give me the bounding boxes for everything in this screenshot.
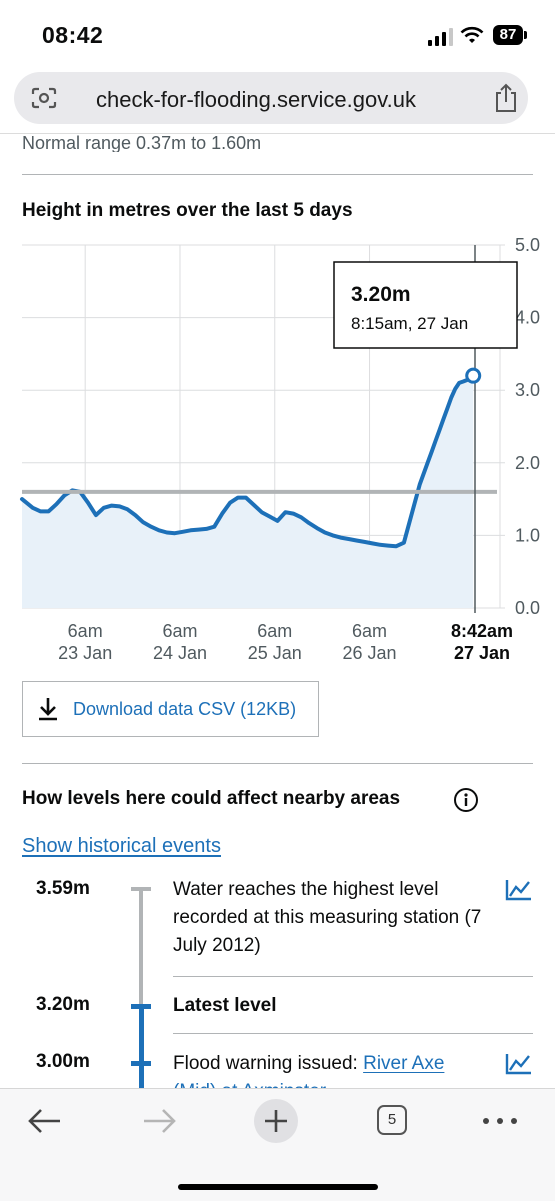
- toolbar-divider: [0, 133, 555, 134]
- address-bar[interactable]: [14, 72, 528, 124]
- y-tick-label: 1.0: [515, 525, 540, 545]
- share-icon[interactable]: [492, 82, 520, 114]
- timeline-marker: [131, 1004, 151, 1009]
- level-value: 3.20m: [36, 994, 90, 1015]
- x-tick-label: 24 Jan: [153, 643, 207, 663]
- latest-point-marker: [465, 367, 482, 384]
- trend-chart-icon[interactable]: [505, 878, 533, 902]
- info-icon[interactable]: [453, 787, 479, 813]
- impact-heading: How levels here could affect nearby area…: [22, 788, 401, 809]
- level-value: 3.00m: [36, 1051, 90, 1072]
- x-tick-label: 27 Jan: [454, 643, 510, 663]
- timeline-marker: [131, 1061, 151, 1066]
- download-icon: [39, 698, 57, 721]
- x-tick-label: 23 Jan: [58, 643, 112, 663]
- browser-toolbar: 5: [0, 1088, 555, 1201]
- battery-tip: [524, 31, 527, 39]
- x-tick-label: 6am: [162, 621, 197, 641]
- normal-range-text: Normal range 0.37m to 1.60m: [22, 133, 262, 152]
- timeline-bar-historical: [139, 888, 143, 1006]
- cellular-signal-icon: [428, 28, 453, 46]
- lens-search-icon[interactable]: [30, 86, 58, 110]
- forward-arrow-icon[interactable]: [142, 1106, 178, 1136]
- timeline-marker: [131, 887, 151, 891]
- y-tick-label: 3.0: [515, 380, 540, 400]
- battery-indicator: 87: [493, 25, 523, 45]
- x-tick-label: 8:42am: [451, 621, 513, 641]
- y-tick-label: 4.0: [515, 308, 540, 328]
- x-tick-label: 25 Jan: [248, 643, 302, 663]
- url-text[interactable]: check-for-flooding.service.gov.uk: [96, 87, 416, 112]
- tooltip-value: 3.20m: [351, 283, 411, 306]
- level-description: Water reaches the highest level recorded…: [173, 879, 482, 956]
- download-csv-label: Download data CSV (12KB): [73, 699, 297, 719]
- flood-warning-prefix: Flood warning issued:: [173, 1053, 364, 1074]
- x-tick-label: 26 Jan: [343, 643, 397, 663]
- series-line: [20, 373, 476, 549]
- trend-chart-icon[interactable]: [505, 1052, 533, 1076]
- show-historical-events-link[interactable]: Show historical events: [22, 835, 221, 857]
- tooltip-time: 8:15am, 27 Jan: [351, 314, 468, 333]
- status-time: 08:42: [42, 22, 104, 48]
- back-arrow-icon[interactable]: [26, 1106, 62, 1136]
- x-tick-label: 6am: [257, 621, 292, 641]
- level-value: 3.59m: [36, 878, 90, 899]
- series-area: [22, 375, 474, 608]
- y-tick-label: 0.0: [515, 598, 540, 618]
- y-tick-label: 2.0: [515, 453, 540, 473]
- download-csv-button[interactable]: Download data CSV (12KB): [22, 681, 319, 737]
- section-divider: [22, 174, 533, 175]
- new-tab-button[interactable]: [254, 1099, 298, 1143]
- section-divider: [22, 763, 533, 764]
- home-indicator: [178, 1184, 378, 1190]
- x-tick-label: 6am: [68, 621, 103, 641]
- row-divider: [173, 976, 533, 977]
- tooltip-box: [333, 261, 518, 349]
- x-tick-label: 6am: [352, 621, 387, 641]
- more-options-icon[interactable]: [480, 1109, 520, 1133]
- wifi-icon: [460, 26, 484, 43]
- level-description: Latest level: [173, 995, 277, 1016]
- tab-switcher-button[interactable]: 5: [377, 1105, 407, 1135]
- timeline-bar-current: [139, 1006, 144, 1090]
- plus-icon: [265, 1110, 287, 1132]
- row-divider: [173, 1033, 533, 1034]
- y-tick-label: 5.0: [515, 235, 540, 255]
- chart-title: Height in metres over the last 5 days: [22, 200, 353, 221]
- status-bar: 08:42 87: [0, 0, 555, 70]
